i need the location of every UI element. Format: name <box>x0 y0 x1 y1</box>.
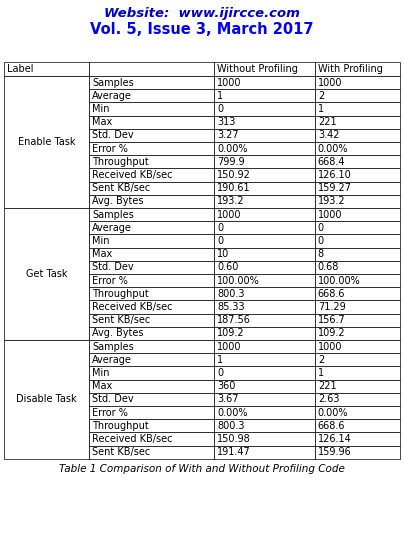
Text: 1000: 1000 <box>217 209 241 220</box>
Text: 10: 10 <box>217 249 229 259</box>
Text: 1: 1 <box>318 368 324 378</box>
Text: 109.2: 109.2 <box>318 328 345 339</box>
Text: 193.2: 193.2 <box>217 196 244 207</box>
Text: 668.6: 668.6 <box>318 289 345 299</box>
Text: 191.47: 191.47 <box>217 447 250 457</box>
Text: Average: Average <box>92 355 132 365</box>
Text: 85.33: 85.33 <box>217 302 244 312</box>
Text: Error %: Error % <box>92 276 128 286</box>
Text: 799.9: 799.9 <box>217 157 244 167</box>
Text: Average: Average <box>92 223 132 233</box>
Text: 3.42: 3.42 <box>318 130 339 140</box>
Text: 193.2: 193.2 <box>318 196 345 207</box>
Text: Received KB/sec: Received KB/sec <box>92 434 173 444</box>
Text: Samples: Samples <box>92 78 134 88</box>
Text: 1000: 1000 <box>217 78 241 88</box>
Text: 156.7: 156.7 <box>318 315 345 325</box>
Text: 0.60: 0.60 <box>217 262 238 272</box>
Text: Samples: Samples <box>92 209 134 220</box>
Text: 800.3: 800.3 <box>217 421 244 431</box>
Text: 126.14: 126.14 <box>318 434 351 444</box>
Text: 0: 0 <box>318 236 324 246</box>
Text: 71.29: 71.29 <box>318 302 345 312</box>
Text: 0: 0 <box>217 104 223 114</box>
Text: Enable Task: Enable Task <box>18 137 75 147</box>
Text: Throughput: Throughput <box>92 157 149 167</box>
Text: 190.61: 190.61 <box>217 183 250 193</box>
Text: 668.6: 668.6 <box>318 421 345 431</box>
Text: 159.27: 159.27 <box>318 183 352 193</box>
Text: Average: Average <box>92 91 132 101</box>
Text: 313: 313 <box>217 117 235 127</box>
Text: 800.3: 800.3 <box>217 289 244 299</box>
Text: 150.98: 150.98 <box>217 434 250 444</box>
Text: Std. Dev: Std. Dev <box>92 130 134 140</box>
Text: 3.67: 3.67 <box>217 395 238 404</box>
Text: Min: Min <box>92 368 109 378</box>
Text: 2: 2 <box>318 355 324 365</box>
Text: 0.00%: 0.00% <box>217 144 247 153</box>
Text: 150.92: 150.92 <box>217 170 251 180</box>
Text: 1000: 1000 <box>318 209 342 220</box>
Text: 2.63: 2.63 <box>318 395 339 404</box>
Text: 8: 8 <box>318 249 324 259</box>
Text: Label: Label <box>7 64 34 74</box>
Text: Min: Min <box>92 104 109 114</box>
Text: 1000: 1000 <box>217 341 241 352</box>
Text: 0: 0 <box>318 223 324 233</box>
Text: 0: 0 <box>217 368 223 378</box>
Text: 100.00%: 100.00% <box>217 276 260 286</box>
Text: 0: 0 <box>217 236 223 246</box>
Text: 1: 1 <box>217 355 223 365</box>
Text: Received KB/sec: Received KB/sec <box>92 302 173 312</box>
Text: With Profiling: With Profiling <box>318 64 383 74</box>
Text: 0.00%: 0.00% <box>318 408 348 418</box>
Text: Std. Dev: Std. Dev <box>92 395 134 404</box>
Text: 221: 221 <box>318 117 337 127</box>
Text: 0.00%: 0.00% <box>318 144 348 153</box>
Text: 360: 360 <box>217 381 235 391</box>
Text: Max: Max <box>92 381 112 391</box>
Text: 187.56: 187.56 <box>217 315 251 325</box>
Text: Min: Min <box>92 236 109 246</box>
Text: Max: Max <box>92 117 112 127</box>
Text: 668.4: 668.4 <box>318 157 345 167</box>
Text: Max: Max <box>92 249 112 259</box>
Text: Disable Task: Disable Task <box>16 395 77 404</box>
Text: Avg. Bytes: Avg. Bytes <box>92 328 144 339</box>
Text: 159.96: 159.96 <box>318 447 351 457</box>
Text: 1: 1 <box>217 91 223 101</box>
Text: Std. Dev: Std. Dev <box>92 262 134 272</box>
Text: 2: 2 <box>318 91 324 101</box>
Text: 109.2: 109.2 <box>217 328 244 339</box>
Text: Table 1 Comparison of With and Without Profiling Code: Table 1 Comparison of With and Without P… <box>59 464 345 474</box>
Text: Get Task: Get Task <box>26 269 67 279</box>
Text: Website:  www.ijircce.com: Website: www.ijircce.com <box>104 7 300 20</box>
Text: 1000: 1000 <box>318 341 342 352</box>
Text: 0.00%: 0.00% <box>217 408 247 418</box>
Text: 1: 1 <box>318 104 324 114</box>
Text: Sent KB/sec: Sent KB/sec <box>92 447 150 457</box>
Text: Samples: Samples <box>92 341 134 352</box>
Text: Throughput: Throughput <box>92 421 149 431</box>
Text: Sent KB/sec: Sent KB/sec <box>92 315 150 325</box>
Text: 0: 0 <box>217 223 223 233</box>
Text: Sent KB/sec: Sent KB/sec <box>92 183 150 193</box>
Text: Error %: Error % <box>92 408 128 418</box>
Text: Error %: Error % <box>92 144 128 153</box>
Text: 221: 221 <box>318 381 337 391</box>
Text: Vol. 5, Issue 3, March 2017: Vol. 5, Issue 3, March 2017 <box>90 22 314 37</box>
Text: Received KB/sec: Received KB/sec <box>92 170 173 180</box>
Text: 126.10: 126.10 <box>318 170 351 180</box>
Text: 1000: 1000 <box>318 78 342 88</box>
Text: Without Profiling: Without Profiling <box>217 64 298 74</box>
Text: 0.68: 0.68 <box>318 262 339 272</box>
Text: Throughput: Throughput <box>92 289 149 299</box>
Text: Avg. Bytes: Avg. Bytes <box>92 196 144 207</box>
Text: 100.00%: 100.00% <box>318 276 361 286</box>
Text: 3.27: 3.27 <box>217 130 238 140</box>
